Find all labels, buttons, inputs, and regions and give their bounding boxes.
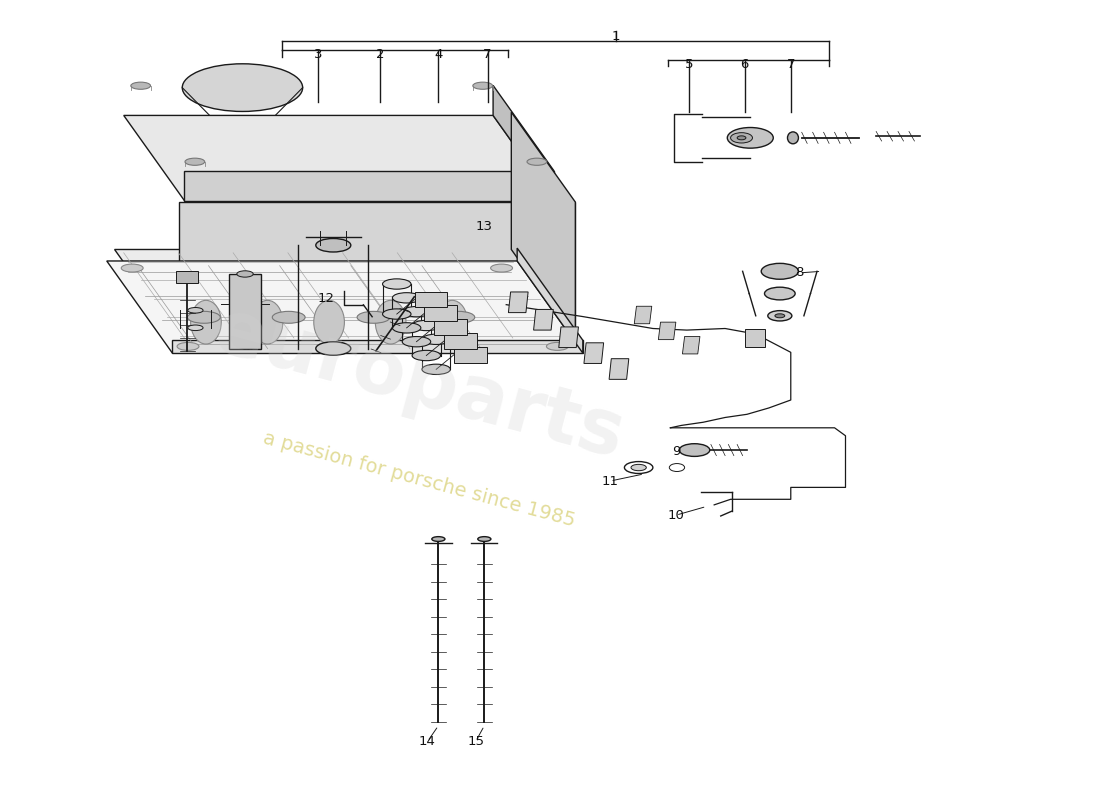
Ellipse shape bbox=[403, 306, 431, 317]
Text: 10: 10 bbox=[668, 509, 684, 522]
Ellipse shape bbox=[358, 311, 389, 323]
Ellipse shape bbox=[437, 300, 468, 344]
Text: 8: 8 bbox=[795, 266, 804, 279]
Ellipse shape bbox=[527, 158, 547, 166]
Polygon shape bbox=[176, 271, 198, 283]
Polygon shape bbox=[185, 170, 553, 201]
Ellipse shape bbox=[477, 537, 491, 542]
Ellipse shape bbox=[403, 337, 431, 347]
Text: 6: 6 bbox=[740, 58, 749, 71]
Text: 2: 2 bbox=[376, 48, 385, 61]
Polygon shape bbox=[658, 322, 675, 340]
Ellipse shape bbox=[412, 320, 441, 330]
Ellipse shape bbox=[187, 311, 220, 323]
Polygon shape bbox=[508, 292, 528, 313]
Ellipse shape bbox=[774, 314, 784, 318]
Ellipse shape bbox=[188, 307, 204, 313]
Ellipse shape bbox=[188, 325, 204, 330]
Polygon shape bbox=[609, 358, 629, 379]
Text: 9: 9 bbox=[672, 445, 680, 458]
Polygon shape bbox=[415, 291, 448, 307]
Ellipse shape bbox=[177, 342, 199, 350]
Polygon shape bbox=[123, 115, 553, 201]
Ellipse shape bbox=[631, 464, 647, 470]
Ellipse shape bbox=[183, 64, 303, 111]
Ellipse shape bbox=[185, 158, 205, 166]
Polygon shape bbox=[493, 86, 553, 201]
Ellipse shape bbox=[432, 537, 444, 542]
Ellipse shape bbox=[422, 334, 450, 345]
Polygon shape bbox=[584, 342, 604, 363]
Text: 4: 4 bbox=[434, 48, 442, 61]
Ellipse shape bbox=[190, 300, 221, 344]
Ellipse shape bbox=[375, 300, 406, 344]
Polygon shape bbox=[534, 310, 553, 330]
Polygon shape bbox=[517, 248, 583, 353]
Ellipse shape bbox=[412, 350, 441, 361]
Polygon shape bbox=[444, 333, 477, 349]
Text: 3: 3 bbox=[314, 48, 322, 61]
Text: 7: 7 bbox=[786, 58, 795, 71]
Ellipse shape bbox=[727, 127, 773, 148]
Polygon shape bbox=[454, 347, 487, 362]
Ellipse shape bbox=[393, 322, 421, 333]
Ellipse shape bbox=[473, 82, 493, 90]
Ellipse shape bbox=[314, 300, 344, 344]
Ellipse shape bbox=[236, 270, 253, 277]
Ellipse shape bbox=[788, 132, 799, 144]
Ellipse shape bbox=[316, 238, 351, 252]
Ellipse shape bbox=[764, 287, 795, 300]
Polygon shape bbox=[434, 319, 468, 335]
Ellipse shape bbox=[730, 133, 752, 143]
Ellipse shape bbox=[768, 310, 792, 321]
Ellipse shape bbox=[442, 311, 475, 323]
Ellipse shape bbox=[316, 342, 351, 355]
Ellipse shape bbox=[273, 311, 305, 323]
Text: europarts: europarts bbox=[206, 294, 632, 474]
Text: 7: 7 bbox=[483, 48, 492, 61]
Polygon shape bbox=[173, 340, 583, 353]
Ellipse shape bbox=[393, 293, 421, 303]
Text: 15: 15 bbox=[468, 735, 484, 748]
Text: 1: 1 bbox=[612, 30, 620, 42]
Ellipse shape bbox=[422, 364, 450, 374]
Text: 12: 12 bbox=[317, 292, 334, 305]
Ellipse shape bbox=[252, 300, 283, 344]
Ellipse shape bbox=[121, 264, 143, 272]
Polygon shape bbox=[178, 202, 575, 339]
Ellipse shape bbox=[761, 263, 799, 279]
Ellipse shape bbox=[383, 279, 411, 289]
Ellipse shape bbox=[383, 309, 411, 319]
Ellipse shape bbox=[737, 136, 746, 140]
Polygon shape bbox=[114, 250, 575, 339]
Polygon shape bbox=[745, 330, 764, 346]
Ellipse shape bbox=[131, 82, 151, 90]
Text: 13: 13 bbox=[476, 220, 493, 234]
Text: 14: 14 bbox=[419, 735, 436, 748]
Ellipse shape bbox=[547, 342, 569, 350]
Text: 11: 11 bbox=[602, 474, 618, 487]
Ellipse shape bbox=[679, 444, 710, 457]
Polygon shape bbox=[682, 337, 700, 354]
Polygon shape bbox=[635, 306, 652, 324]
Text: a passion for porsche since 1985: a passion for porsche since 1985 bbox=[261, 429, 576, 530]
Polygon shape bbox=[559, 327, 579, 347]
Polygon shape bbox=[425, 306, 458, 322]
Polygon shape bbox=[229, 274, 262, 350]
Polygon shape bbox=[512, 112, 575, 339]
Ellipse shape bbox=[491, 264, 513, 272]
Text: 5: 5 bbox=[684, 58, 693, 71]
Polygon shape bbox=[107, 261, 583, 353]
